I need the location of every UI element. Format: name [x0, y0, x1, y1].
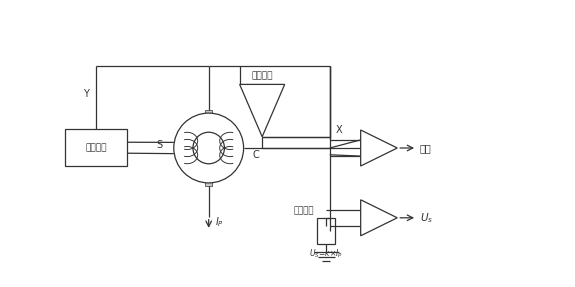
- Text: 状态: 状态: [420, 143, 431, 153]
- Text: $U_S$=$k$×$I_P$: $U_S$=$k$×$I_P$: [309, 247, 343, 259]
- Text: −: −: [245, 87, 253, 97]
- Polygon shape: [361, 130, 397, 166]
- Polygon shape: [361, 200, 397, 236]
- Text: S: S: [156, 140, 163, 150]
- Text: −: −: [363, 152, 370, 161]
- Text: +: +: [363, 205, 370, 214]
- Text: X: X: [335, 125, 342, 135]
- Bar: [317, 218, 335, 244]
- Bar: [205, 110, 212, 186]
- Text: +: +: [363, 135, 370, 144]
- Polygon shape: [240, 84, 285, 137]
- Text: Y: Y: [83, 89, 89, 99]
- Text: 功率放大: 功率放大: [251, 71, 273, 80]
- Text: C: C: [252, 150, 259, 160]
- Ellipse shape: [193, 132, 224, 164]
- Text: $U_s$: $U_s$: [420, 211, 433, 225]
- Text: +: +: [271, 87, 279, 97]
- Text: 磁通检测: 磁通检测: [85, 143, 107, 152]
- Text: 标准电阻: 标准电阻: [294, 207, 315, 216]
- Bar: [65, 129, 127, 166]
- Ellipse shape: [174, 113, 244, 183]
- Text: $I_P$: $I_P$: [216, 216, 224, 229]
